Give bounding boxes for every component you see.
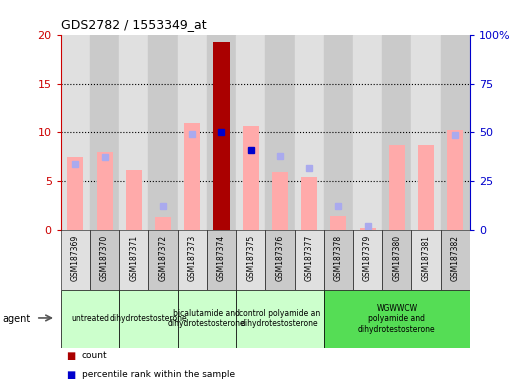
Bar [67,157,83,230]
Bar [90,230,119,290]
Text: ■: ■ [66,370,76,380]
Text: bicalutamide and
dihydrotestosterone: bicalutamide and dihydrotestosterone [168,309,246,328]
Text: GSM187376: GSM187376 [276,235,285,281]
Text: GSM187371: GSM187371 [129,235,138,281]
Text: ■: ■ [66,351,76,361]
Text: GSM187372: GSM187372 [158,235,167,281]
Text: GSM187370: GSM187370 [100,235,109,281]
Bar [265,35,295,230]
Text: percentile rank within the sample: percentile rank within the sample [82,370,235,379]
Text: GSM187378: GSM187378 [334,235,343,281]
Bar [177,290,236,348]
Bar [148,35,177,230]
Bar [61,230,90,290]
Text: control polyamide an
dihydrotestosterone: control polyamide an dihydrotestosterone [239,309,320,328]
Bar [447,129,464,230]
Bar [272,172,288,230]
Bar [324,35,353,230]
Bar [265,230,295,290]
Text: GSM187382: GSM187382 [451,235,460,281]
Text: GSM187379: GSM187379 [363,235,372,281]
Bar [382,230,411,290]
Text: GSM187380: GSM187380 [392,235,401,281]
Bar [236,230,266,290]
Bar [360,228,375,230]
Bar [295,230,324,290]
Bar [126,170,142,230]
Text: GDS2782 / 1553349_at: GDS2782 / 1553349_at [61,18,206,31]
Bar [213,42,230,230]
Bar [155,217,171,230]
Text: GSM187374: GSM187374 [217,235,226,281]
Text: GSM187373: GSM187373 [188,235,197,281]
Bar [411,230,441,290]
Text: GSM187377: GSM187377 [305,235,314,281]
Text: GSM187375: GSM187375 [246,235,255,281]
Bar [382,35,411,230]
Bar [177,230,207,290]
Bar [353,35,382,230]
Bar [119,230,148,290]
Bar [236,35,266,230]
Bar [184,123,200,230]
Bar [441,230,470,290]
Bar [90,35,119,230]
Text: agent: agent [3,314,31,324]
Bar [301,177,317,230]
Bar [119,290,177,348]
Bar [324,230,353,290]
Bar [411,35,441,230]
Text: GSM187381: GSM187381 [421,235,430,281]
Bar [207,35,236,230]
Bar [441,35,470,230]
Text: dihydrotestosterone: dihydrotestosterone [110,314,187,323]
Bar [324,290,470,348]
Bar [177,35,207,230]
Bar [295,35,324,230]
Text: untreated: untreated [71,314,109,323]
Bar [207,230,236,290]
Text: WGWWCW
polyamide and
dihydrotestosterone: WGWWCW polyamide and dihydrotestosterone [358,304,436,334]
Bar [243,126,259,230]
Text: count: count [82,351,108,360]
Bar [61,290,119,348]
Bar [418,145,434,230]
Bar [331,216,346,230]
Bar [97,152,112,230]
Bar [353,230,382,290]
Bar [119,35,148,230]
Bar [389,145,405,230]
Bar [148,230,177,290]
Text: GSM187369: GSM187369 [71,235,80,281]
Bar [236,290,324,348]
Bar [61,35,90,230]
